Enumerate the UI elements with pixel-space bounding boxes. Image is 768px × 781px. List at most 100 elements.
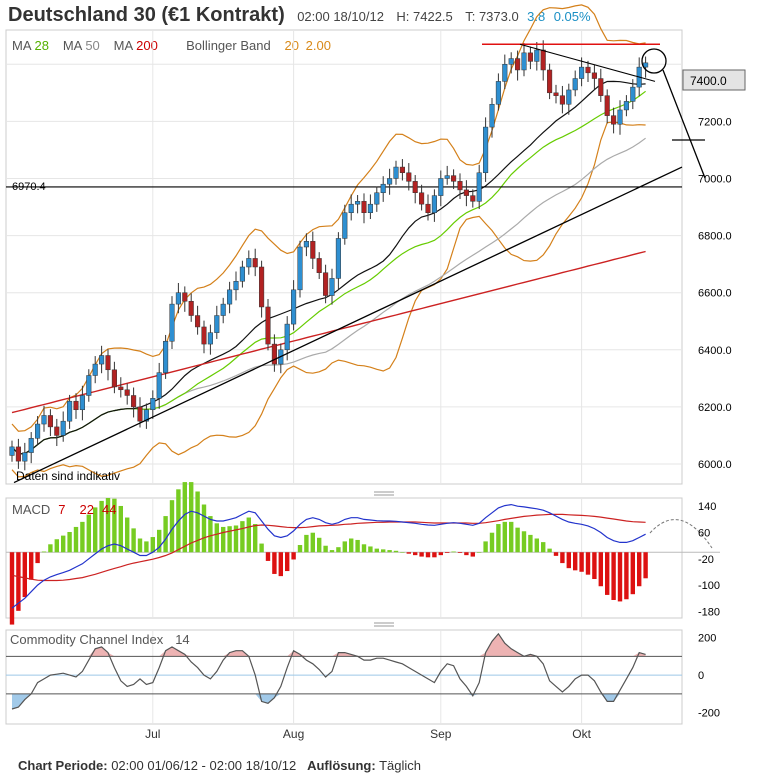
chart-title: Deutschland 30 (€1 Kontrakt) (8, 4, 285, 26)
macd-histogram-bar (80, 521, 85, 553)
candle-body (483, 126, 489, 174)
macd-histogram-bar (534, 538, 539, 553)
macd-p1: 7 (58, 502, 65, 517)
candle-body (175, 292, 181, 305)
macd-histogram-bar (611, 552, 616, 600)
cci-period: 14 (175, 632, 189, 647)
candle-body (201, 326, 207, 345)
macd-histogram-bar (272, 552, 277, 574)
candle-body (284, 323, 290, 351)
candle-body (457, 181, 463, 191)
macd-histogram-bar (592, 552, 597, 580)
ma2-label: MA (62, 38, 83, 53)
macd-histogram-bar (464, 552, 469, 556)
macd-histogram-bar (189, 482, 194, 553)
candle-body (137, 406, 143, 422)
macd-histogram-bar (528, 534, 533, 553)
candle-body (406, 172, 412, 182)
macd-histogram-bar (73, 526, 79, 553)
macd-resize-handle[interactable] (374, 491, 394, 496)
candle-body (220, 303, 226, 316)
macd-histogram-bar (573, 552, 578, 571)
candle-body (310, 241, 316, 259)
macd-histogram-bar (67, 531, 72, 553)
ma1-value: 28 (34, 38, 49, 53)
candle-body (67, 400, 73, 422)
candle-body (431, 195, 437, 213)
candle-body (252, 258, 258, 268)
resolution-label: Auflösung: (307, 758, 376, 773)
cci-label-text: Commodity Channel Index (10, 632, 164, 647)
macd-histogram-bar (105, 498, 111, 553)
candle-body (489, 103, 495, 128)
macd-histogram-bar (451, 551, 456, 553)
candle-body (92, 363, 98, 376)
macd-histogram-bar (163, 516, 168, 553)
macd-histogram-bar (393, 550, 399, 553)
ma3-label: MA (113, 38, 134, 53)
candle-body (22, 452, 28, 462)
macd-histogram-bar (643, 552, 648, 579)
candle-body (54, 426, 60, 436)
candle-body (156, 372, 162, 399)
cci-frame (5, 629, 683, 725)
macd-line (11, 503, 646, 609)
macd-histogram-bar (118, 505, 123, 553)
candle-body (585, 66, 591, 74)
macd-histogram-bar (291, 552, 296, 560)
macd-p2: 22 (80, 502, 94, 517)
macd-histogram-bar (342, 541, 347, 553)
notice-text: Daten sind indikativ (16, 469, 120, 483)
macd-histogram-bar (227, 526, 232, 553)
candle-body (47, 415, 53, 428)
macd-histogram-bar (438, 552, 443, 556)
macd-histogram-bar (35, 552, 40, 564)
candle-body (163, 340, 169, 373)
macd-histogram-bar (502, 521, 507, 553)
candle-body (604, 95, 610, 116)
macd-histogram-bar (246, 517, 251, 553)
price-tick-label: 6000.0 (698, 459, 732, 471)
resolution-value: Täglich (379, 758, 421, 773)
macd-panel (6, 482, 720, 625)
candle-body (508, 58, 514, 65)
bollinger-lower-line (11, 121, 646, 478)
candle-body (227, 289, 233, 305)
cci-resize-handle[interactable] (374, 622, 394, 627)
candle-body (239, 266, 245, 282)
candle-body (303, 241, 309, 248)
candle-body (335, 238, 341, 279)
macd-histogram-bar (509, 521, 514, 553)
macd-histogram-bar (201, 504, 207, 553)
ma28-line (11, 90, 646, 455)
macd-histogram-bar (496, 524, 501, 553)
candle-body (291, 289, 297, 325)
macd-histogram-bar (125, 517, 130, 553)
candle-body (623, 101, 629, 111)
chart-footer: Chart Periode: 02:00 01/06/12 - 02:00 18… (18, 758, 421, 773)
candle-body (534, 49, 540, 62)
macd-histogram-bar (368, 546, 373, 553)
macd-histogram-bar (22, 552, 27, 598)
candle-body (329, 278, 335, 296)
candle-body (111, 369, 117, 388)
candle-body (361, 201, 367, 213)
macd-label-text: MACD (12, 502, 50, 517)
candle-body (438, 178, 444, 196)
macd-histogram-bar (400, 552, 405, 553)
macd-histogram-bar (61, 535, 66, 553)
candle-body (380, 183, 386, 194)
macd-histogram-bar (566, 552, 571, 569)
macd-histogram-bar (585, 552, 591, 575)
price-tick-label: 6400.0 (698, 345, 732, 357)
candle-body (553, 92, 559, 96)
cci-label: Commodity Channel Index 14 (10, 632, 190, 647)
candle-body (169, 303, 175, 342)
annotation-arrow (662, 69, 706, 179)
price-tick-label: 6800.0 (698, 231, 732, 243)
candle-body (540, 49, 546, 71)
macd-histogram-bar (445, 552, 450, 553)
macd-histogram-bar (310, 532, 315, 553)
macd-histogram-bar (233, 525, 239, 553)
macd-histogram-bar (99, 500, 104, 553)
